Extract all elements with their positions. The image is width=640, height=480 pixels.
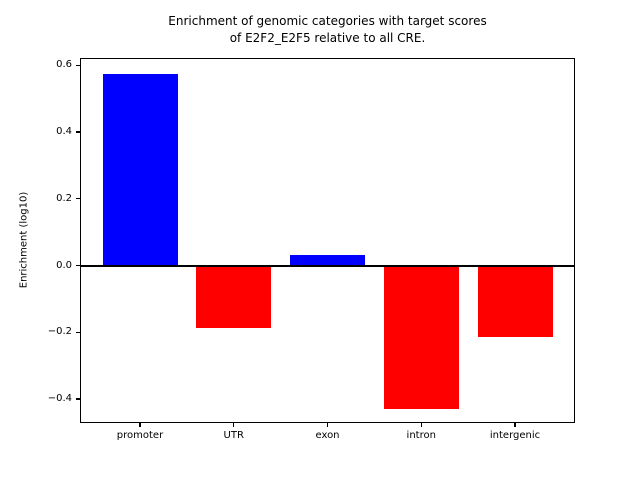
plot-area: 0.6 0.4 0.2 0.0 −0.2 −0.4 promoter UTR exon intr… (48, 58, 575, 441)
x-tick-label-intergenic: intergenic (489, 430, 541, 441)
x-tick-label-promoter: promoter (116, 430, 164, 441)
y-tick-label: −0.2 (47, 326, 72, 338)
x-tick-mark (420, 423, 422, 427)
chart-title: Enrichment of genomic categories with ta… (168, 14, 487, 45)
x-tick-mark (233, 423, 235, 427)
x-tick-mark (326, 423, 329, 427)
bar-exon (290, 255, 365, 266)
y-tick-label: 0.4 (56, 126, 72, 138)
bar-UTR (196, 265, 272, 329)
x-tick-mark (139, 423, 141, 427)
y-tick-label: 0.6 (56, 59, 72, 71)
y-tick-mark (76, 398, 80, 400)
y-tick-label: 0.2 (56, 192, 72, 204)
y-tick-mark (76, 264, 80, 267)
bar-intron (383, 265, 459, 409)
y-tick-label: −0.4 (47, 392, 72, 404)
y-tick-mark (76, 64, 80, 66)
x-tick-label-intron: intron (406, 430, 436, 441)
zero-line (80, 264, 575, 267)
y-tick-mark (76, 198, 80, 200)
y-tick-mark (76, 131, 80, 133)
x-tick-mark (514, 423, 516, 427)
bar-intergenic (477, 265, 553, 338)
x-tick-label-UTR: UTR (223, 430, 244, 441)
y-tick-label: 0.0 (56, 259, 72, 271)
y-axis-label: Enrichment (log10) (18, 191, 30, 289)
bar-promoter (102, 74, 178, 266)
y-tick-mark (76, 331, 80, 333)
x-tick-label-exon: exon (315, 430, 340, 441)
